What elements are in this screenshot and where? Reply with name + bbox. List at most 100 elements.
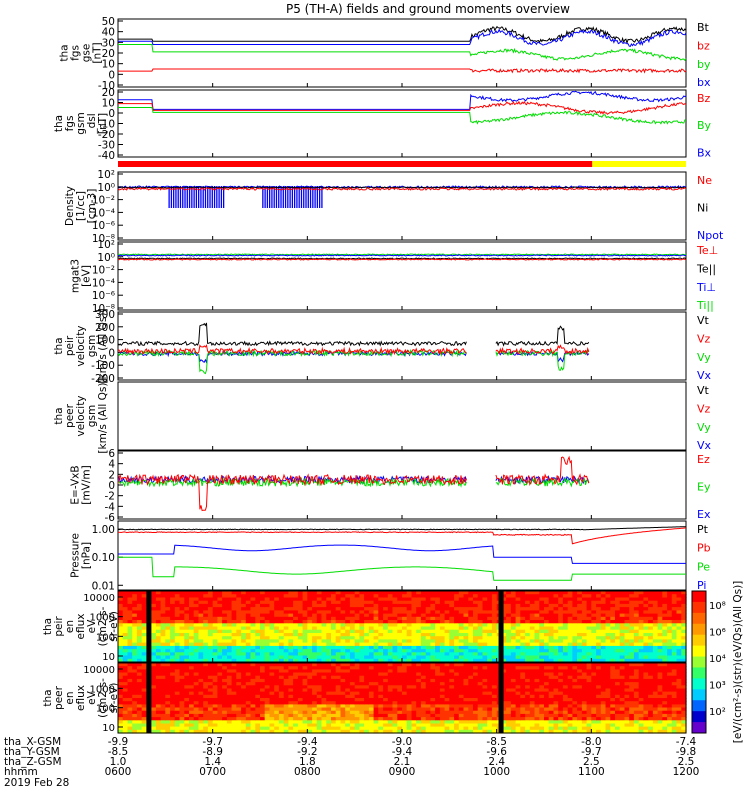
peer_spec-cell xyxy=(477,710,483,715)
peir_spec-cell xyxy=(141,616,147,621)
peir_spec-cell xyxy=(274,620,280,624)
peir_spec-cell xyxy=(226,620,233,624)
peer_spec-cell xyxy=(520,685,526,690)
peir_spec-cell xyxy=(136,623,143,628)
peer_spec-cell xyxy=(487,694,493,699)
peir_spec-cell xyxy=(302,626,308,631)
peer_spec-cell xyxy=(321,694,327,699)
peer_spec-cell xyxy=(189,710,195,715)
peer_spec-cell xyxy=(435,678,441,683)
peir_spec-cell xyxy=(491,633,498,637)
peer_spec-cell xyxy=(212,717,218,721)
peer_spec-cell xyxy=(411,694,417,699)
peir_spec-cell xyxy=(586,639,592,644)
peer_spec-cell xyxy=(331,688,337,693)
peer_spec-cell xyxy=(586,701,592,705)
peer_spec-cell xyxy=(184,694,190,699)
peir_spec-cell xyxy=(184,591,190,595)
peir_spec-cell xyxy=(624,607,630,611)
peir_spec-cell xyxy=(487,636,493,640)
peir_spec-cell xyxy=(151,603,157,608)
peer_spec-cell xyxy=(392,717,398,721)
peer_spec-cell xyxy=(141,694,147,699)
peer_spec-cell xyxy=(170,663,176,667)
peir_spec-cell xyxy=(170,642,176,647)
peir_spec-cell xyxy=(184,636,190,640)
peer_spec-cell xyxy=(420,726,427,731)
peer_spec-cell xyxy=(269,701,275,705)
peer_spec-cell xyxy=(510,678,517,683)
peir_spec-cell xyxy=(312,613,318,618)
peir_spec-cell xyxy=(378,610,384,615)
peir_spec-cell xyxy=(676,655,682,660)
peir_spec-cell xyxy=(406,623,412,628)
peir_spec-cell xyxy=(473,616,479,621)
peir_spec-cell xyxy=(676,610,682,615)
peir_spec-cell xyxy=(189,591,195,595)
peir_spec-cell xyxy=(548,636,554,640)
peir_spec-cell xyxy=(312,626,318,631)
peer_spec-cell xyxy=(307,672,313,677)
peer_spec-cell xyxy=(562,694,569,699)
peer_spec-cell xyxy=(340,672,346,677)
peir_spec-cell xyxy=(425,616,431,621)
peir_spec-cell xyxy=(160,610,166,615)
peir_spec-cell xyxy=(581,633,588,637)
peer_spec-cell xyxy=(487,691,493,696)
peir_spec-cell xyxy=(610,603,616,608)
peir_spec-cell xyxy=(274,616,280,621)
peir_spec-cell xyxy=(629,636,635,640)
peir_spec-cell xyxy=(288,591,294,595)
peir_spec-cell xyxy=(562,623,569,628)
peer_spec-cell xyxy=(241,678,247,683)
peer_spec-cell xyxy=(439,672,446,677)
peir_spec-cell xyxy=(643,652,649,657)
peir_spec-cell xyxy=(510,652,517,657)
peir_spec-cell xyxy=(392,645,398,650)
peer_spec-cell xyxy=(264,723,270,728)
peer_spec-cell xyxy=(345,723,351,728)
peir_spec-cell xyxy=(359,591,365,595)
peer_spec-cell xyxy=(122,707,128,712)
peir_spec-cell xyxy=(274,629,280,634)
peir_spec-cell xyxy=(633,642,640,647)
peir_spec-cell xyxy=(165,633,171,637)
peer_spec-cell xyxy=(534,678,540,683)
peer_spec-cell xyxy=(402,701,408,705)
peir_spec-cell xyxy=(596,623,602,628)
peir_spec-cell xyxy=(307,597,313,602)
peir_spec-cell xyxy=(307,594,313,598)
peir_spec-cell xyxy=(217,613,223,618)
peir_spec-cell xyxy=(624,636,630,640)
peer_spec-cell xyxy=(217,704,223,709)
peir_spec-cell xyxy=(321,594,327,598)
peir_spec-cell xyxy=(468,626,474,631)
peer_spec-cell xyxy=(283,669,289,674)
peer_spec-cell xyxy=(501,685,507,690)
peer_spec-cell xyxy=(307,704,313,709)
peer_spec-cell xyxy=(449,675,455,680)
peer_spec-cell xyxy=(226,698,233,702)
peer_spec-cell xyxy=(586,704,592,709)
peer_spec-cell xyxy=(416,666,422,670)
peir_spec-cell xyxy=(468,607,474,611)
peir_spec-cell xyxy=(392,623,398,628)
peir_spec-cell xyxy=(193,597,199,602)
peer_spec-cell xyxy=(255,707,261,712)
peer_spec-cell xyxy=(482,701,488,705)
peir_spec-cell xyxy=(520,626,526,631)
peer_spec-cell xyxy=(586,713,592,718)
peer_spec-cell xyxy=(198,717,204,721)
peer_spec-cell xyxy=(477,729,483,734)
peer_spec-cell xyxy=(520,707,526,712)
peer_spec-cell xyxy=(354,682,360,686)
peir_spec-cell xyxy=(283,655,289,660)
peer_spec-cell xyxy=(529,666,536,670)
peer_spec-cell xyxy=(378,717,384,721)
peer_spec-cell xyxy=(203,694,209,699)
peer_spec-cell xyxy=(297,669,304,674)
peir_spec-cell xyxy=(293,652,299,657)
peer_spec-cell xyxy=(222,694,228,699)
peir_spec-cell xyxy=(151,610,157,615)
peer_spec-cell xyxy=(165,707,171,712)
